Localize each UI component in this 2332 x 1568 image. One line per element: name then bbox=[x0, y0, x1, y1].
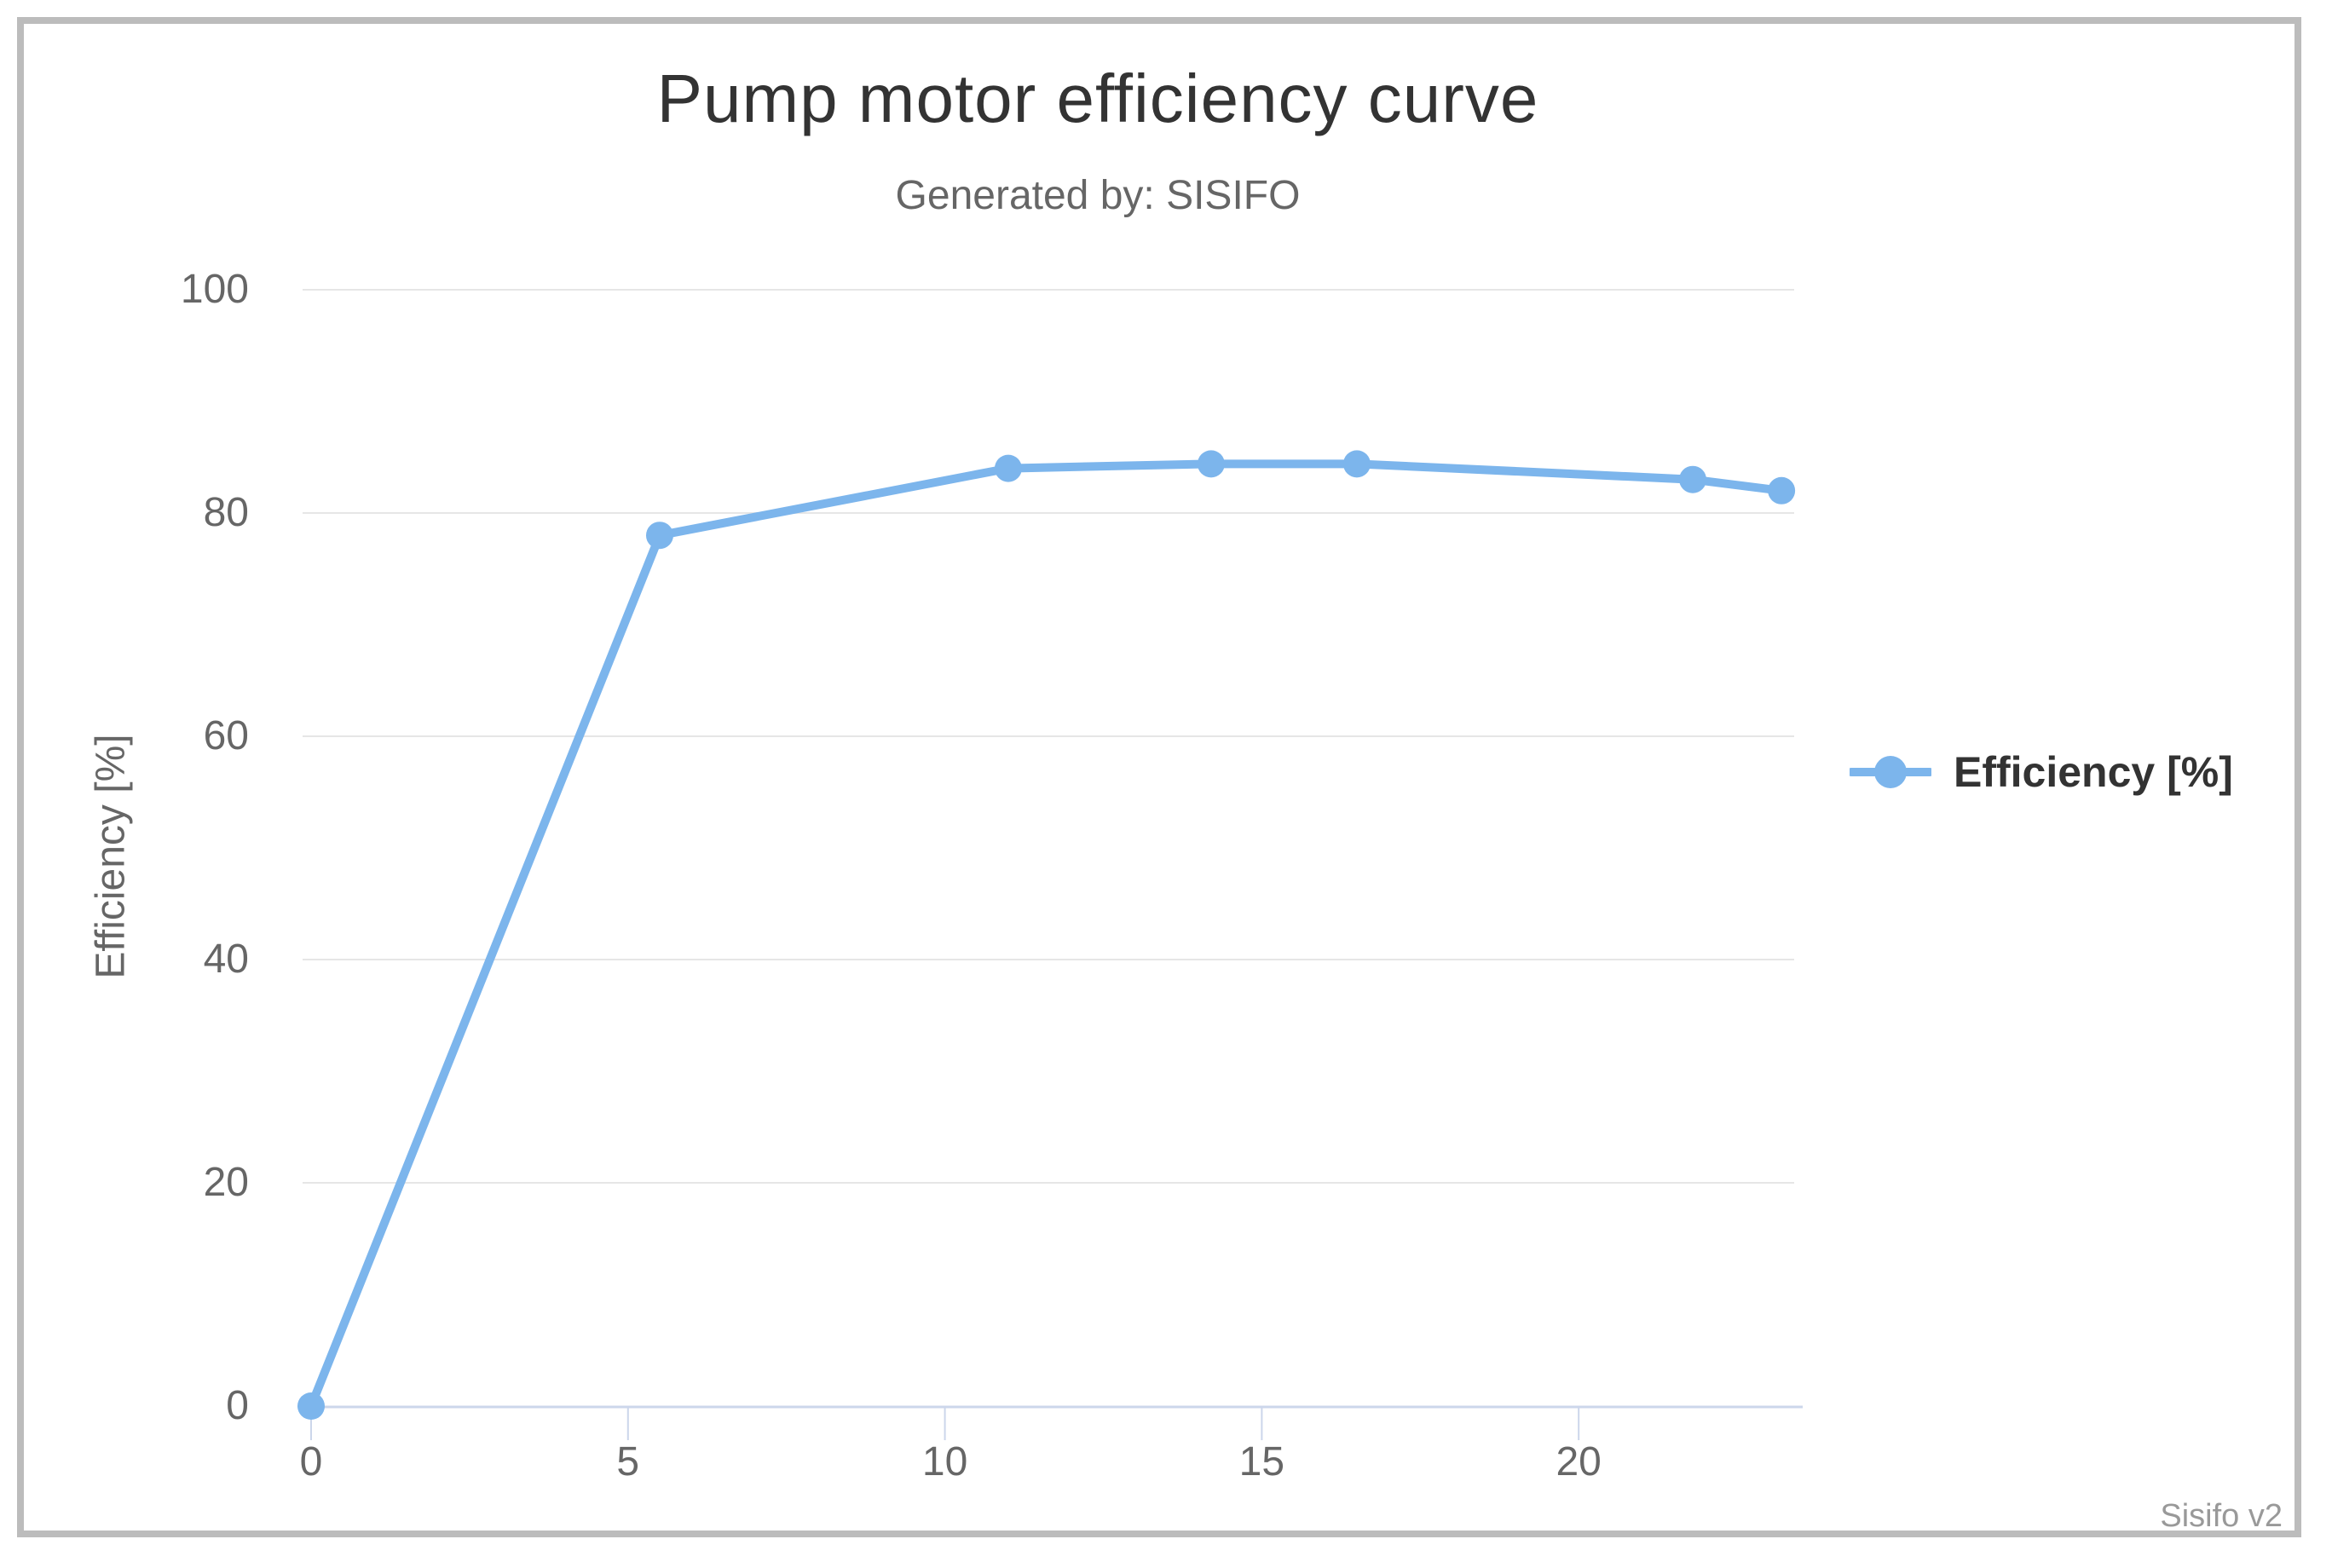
data-point[interactable] bbox=[645, 522, 673, 550]
data-point[interactable] bbox=[1679, 465, 1707, 493]
chart-title: Pump motor efficiency curve bbox=[656, 61, 1539, 136]
chart-frame bbox=[17, 17, 2301, 1537]
chart-subtitle: Generated by: SISIFO bbox=[895, 173, 1301, 218]
legend-item-efficiency[interactable]: Efficiency [%] bbox=[1850, 738, 2233, 806]
legend-label: Efficiency [%] bbox=[1954, 748, 2233, 796]
data-point[interactable] bbox=[1197, 450, 1225, 478]
data-point[interactable] bbox=[1768, 476, 1796, 504]
data-point[interactable] bbox=[994, 454, 1022, 482]
data-point[interactable] bbox=[297, 1392, 325, 1420]
credits-link[interactable]: Sisifo v2 bbox=[2160, 1498, 2283, 1534]
legend-line-marker-icon bbox=[1850, 756, 1931, 788]
series-line[interactable] bbox=[307, 459, 1787, 1410]
data-point[interactable] bbox=[1342, 450, 1371, 478]
